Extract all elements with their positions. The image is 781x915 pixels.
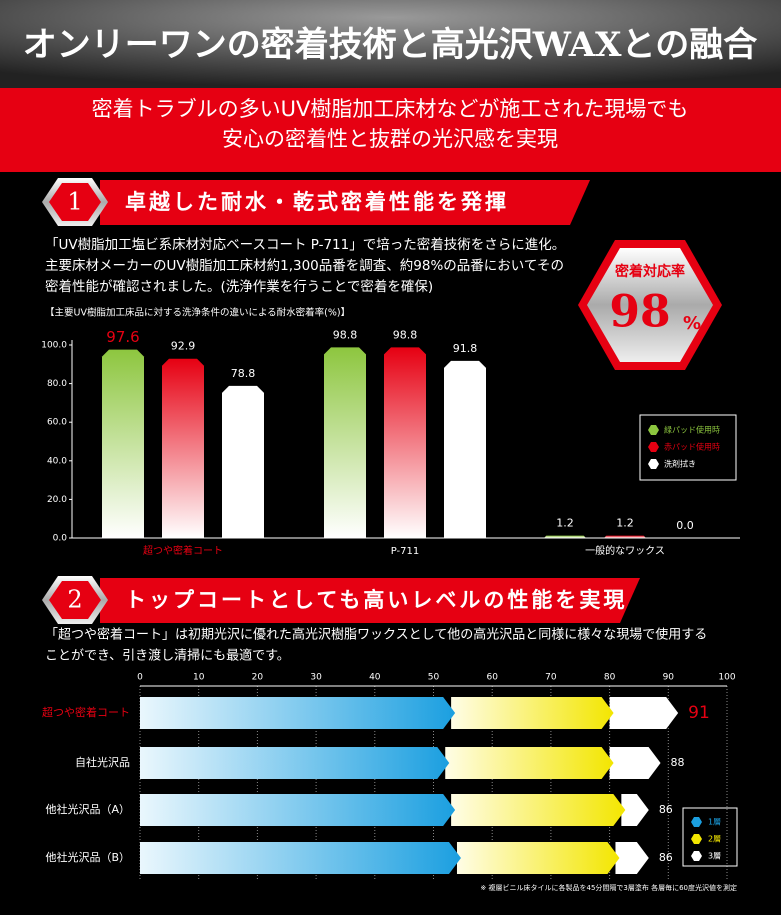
bar-segment <box>445 747 614 779</box>
rate-value: 98 <box>609 287 670 338</box>
value-label: 91.8 <box>453 342 478 355</box>
x-tick-label: 70 <box>545 673 557 683</box>
section-badge-inner <box>49 183 101 221</box>
bar <box>444 360 486 538</box>
bar <box>222 385 264 538</box>
section-banner <box>100 180 590 225</box>
bar <box>384 347 426 538</box>
subtitle-line: 安心の密着性と抜群の光沢感を実現 <box>222 127 558 151</box>
paragraph-line: 「UV樹脂加工塩ビ系床材対応ベースコート P-711」で培った密着技術をさらに進… <box>45 236 565 253</box>
y-tick-label: 60.0 <box>47 418 67 428</box>
bar-segment <box>621 794 649 826</box>
x-tick-label: 10 <box>193 673 205 683</box>
y-tick-label: 超つや密着コート <box>42 705 130 719</box>
y-tick-label: 他社光沢品（B） <box>45 850 130 864</box>
bar-segment <box>609 747 661 779</box>
value-label: 92.9 <box>171 340 196 353</box>
y-tick-label: 20.0 <box>47 495 67 505</box>
bar-segment <box>456 842 620 874</box>
legend-label: 2層 <box>708 835 721 844</box>
value-label: 97.6 <box>106 328 139 346</box>
value-label: 78.8 <box>231 367 256 380</box>
legend-swatch <box>691 817 702 827</box>
total-label: 86 <box>659 851 673 864</box>
section-badge-inner <box>49 581 101 619</box>
bar-segment <box>140 842 461 874</box>
y-tick-label: 100.0 <box>41 341 67 351</box>
legend-label: 洗剤拭き <box>664 459 696 469</box>
value-label: 1.2 <box>556 517 574 530</box>
legend-label: 1層 <box>708 818 721 827</box>
x-tick-label: 80 <box>604 673 616 683</box>
value-label: 0.0 <box>676 519 694 532</box>
bar-segment <box>140 697 456 729</box>
legend-swatch <box>691 851 702 861</box>
bar-segment <box>140 747 450 779</box>
x-tick-label: 超つや密着コート <box>143 544 223 557</box>
legend-box <box>682 807 738 867</box>
y-tick-label: 自社光沢品 <box>75 755 130 769</box>
subtitle-line: 密着トラブルの多いUV樹脂加工床材などが施工された現場でも <box>92 97 689 121</box>
x-tick-label: 0 <box>137 673 143 683</box>
legend-swatch <box>648 459 659 469</box>
value-label: 1.2 <box>616 517 634 530</box>
section-number: 2 <box>67 586 82 614</box>
rate-badge <box>587 248 713 362</box>
legend-swatch <box>648 425 659 435</box>
chart-title: 【主要UV樹脂加工床品に対する洗浄条件の違いによる耐水密着率(%)】 <box>45 307 350 319</box>
x-tick-label: P-711 <box>391 546 420 557</box>
legend-label: 赤パッド使用時 <box>664 442 720 452</box>
value-label: 98.8 <box>333 328 358 341</box>
x-tick-label: 一般的なワックス <box>585 544 665 557</box>
y-tick-label: 80.0 <box>47 379 67 389</box>
section-heading: トップコートとしても高いレベルの性能を実現 <box>125 588 627 612</box>
legend-box <box>639 414 737 481</box>
title-band <box>0 0 781 88</box>
bar <box>162 358 204 538</box>
legend-swatch <box>691 834 702 844</box>
paragraph-line: 主要床材メーカーのUV樹脂加工床材約1,300品番を調査、約98%の品番において… <box>45 258 564 274</box>
bar-segment <box>615 842 649 874</box>
bar <box>544 535 586 538</box>
x-tick-label: 100 <box>718 673 735 683</box>
x-tick-label: 60 <box>486 673 498 683</box>
legend-label: 緑パッド使用時 <box>664 425 720 435</box>
x-tick-label: 20 <box>252 673 264 683</box>
value-label: 98.8 <box>393 328 418 341</box>
paragraph-line: 「超つや密着コート」は初期光沢に優れた高光沢樹脂ワックスとして他の高光沢品と同様… <box>45 627 707 643</box>
x-tick-label: 40 <box>369 673 381 683</box>
paragraph-line: 密着性能が確認されました。(洗浄作業を行うことで密着を確保) <box>45 278 433 295</box>
bar <box>102 349 144 538</box>
y-tick-label: 40.0 <box>47 456 67 466</box>
subtitle-band <box>0 88 781 172</box>
x-tick-label: 90 <box>663 673 675 683</box>
total-label: 91 <box>688 703 710 723</box>
bar <box>604 535 646 538</box>
footnote: ※ 複層ビニル床タイルに各製品を45分間隔で3層塗布 各層毎に60度光沢値を測定 <box>480 883 737 892</box>
title: オンリーワンの密着技術と高光沢WAXとの融合 <box>23 25 757 65</box>
y-tick-label: 0.0 <box>53 534 68 544</box>
rate-unit: % <box>683 313 701 334</box>
section-number: 1 <box>67 188 82 216</box>
legend-swatch <box>648 442 659 452</box>
paragraph-line: ことができ、引き渡し清掃にも最適です。 <box>45 648 290 664</box>
bar-segment <box>451 794 626 826</box>
x-tick-label: 50 <box>428 673 440 683</box>
bar <box>324 347 366 538</box>
legend-label: 3層 <box>708 852 721 861</box>
bar-segment <box>609 697 679 729</box>
x-tick-label: 30 <box>310 673 322 683</box>
section-banner <box>100 578 640 623</box>
total-label: 88 <box>671 756 685 769</box>
total-label: 86 <box>659 803 673 816</box>
bar-segment <box>140 794 456 826</box>
bar-segment <box>451 697 614 729</box>
section-heading: 卓越した耐水・乾式密着性能を発揮 <box>125 190 509 214</box>
rate-label: 密着対応率 <box>614 263 685 280</box>
y-tick-label: 他社光沢品（A） <box>45 802 130 816</box>
